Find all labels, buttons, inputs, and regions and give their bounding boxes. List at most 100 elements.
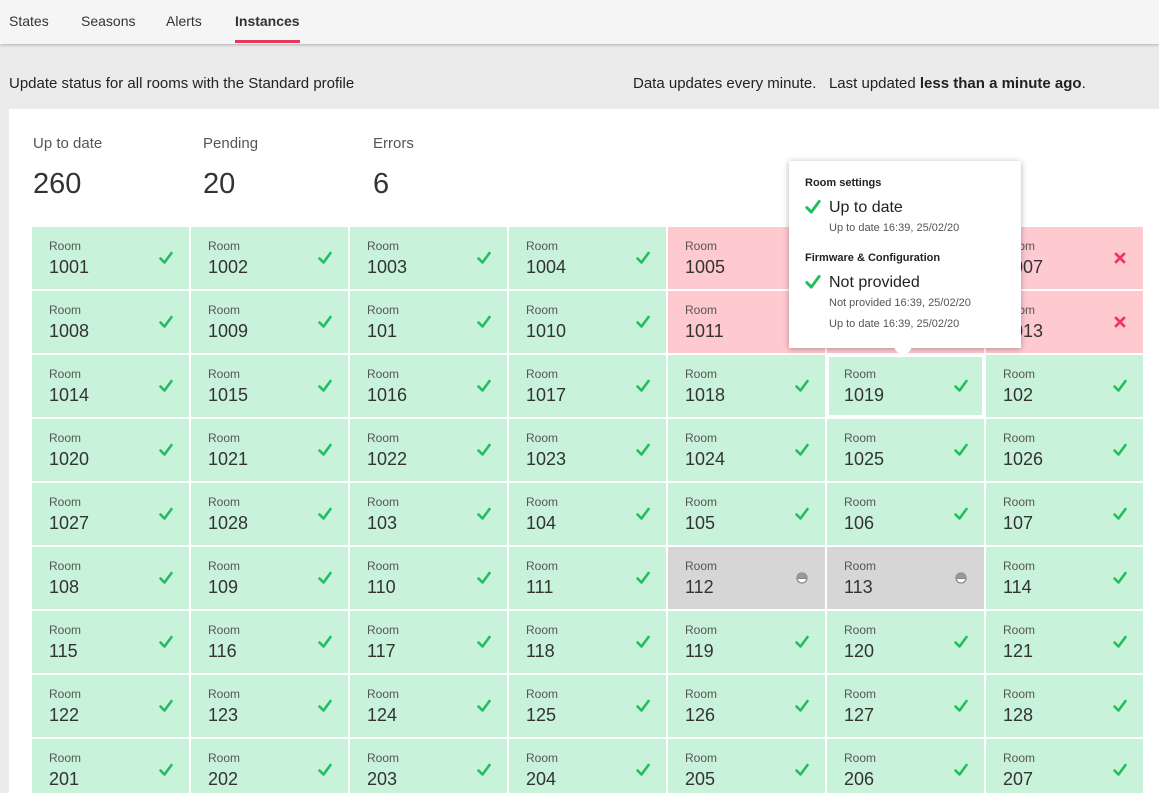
room-label: Room [685,495,718,509]
room-tile[interactable]: Room 126 [668,675,825,737]
room-label: Room [1003,623,1036,637]
ok-icon [636,635,650,648]
room-number: 1011 [685,321,724,341]
room-tile[interactable]: Room 103 [350,483,507,545]
room-tile[interactable]: Room 122 [32,675,189,737]
room-tile[interactable]: Room 123 [191,675,348,737]
tab[interactable]: Instances [235,13,300,29]
ok-icon [795,635,809,648]
room-tile[interactable]: Room 124 [350,675,507,737]
ok-icon [477,443,491,456]
room-tile[interactable]: Room 1008 [32,291,189,353]
room-tile[interactable]: Room 1015 [191,355,348,417]
room-tile[interactable]: Room 1002 [191,227,348,289]
room-tile[interactable]: Room 1025 [827,419,984,481]
ok-icon [318,315,332,328]
tab[interactable]: Seasons [81,13,136,29]
room-number: 201 [49,769,80,789]
room-tile[interactable]: Room 127 [827,675,984,737]
room-tile[interactable]: Room 110 [350,547,507,609]
room-label: Room [844,623,877,637]
room-label: Room [208,303,241,317]
ok-icon [1113,763,1127,776]
room-number: 1008 [49,321,90,341]
room-label: Room [1003,559,1036,573]
room-tile[interactable]: Room 202 [191,739,348,793]
room-tile[interactable]: Room 121 [986,611,1143,673]
room-tile[interactable]: Room 125 [509,675,666,737]
room-tile[interactable]: Room 1024 [668,419,825,481]
ok-icon [636,251,650,264]
room-tile[interactable]: Room 117 [350,611,507,673]
room-tile[interactable]: Room 1010 [509,291,666,353]
room-tile[interactable]: Room 109 [191,547,348,609]
room-label: Room [49,751,82,765]
room-number: 1026 [1003,449,1044,469]
last-updated-value: less than a minute ago [919,75,1082,92]
room-label: Room [49,303,82,317]
room-tile[interactable]: Room 1009 [191,291,348,353]
room-tile[interactable]: Room 1016 [350,355,507,417]
room-tile[interactable]: Room 1027 [32,483,189,545]
room-label: Room [844,751,877,765]
room-tile[interactable]: Room 104 [509,483,666,545]
room-number: 119 [685,641,714,661]
room-tile[interactable]: Room 113 [827,547,984,609]
room-tile[interactable]: Room 1017 [509,355,666,417]
room-tile[interactable]: Room 1001 [32,227,189,289]
room-number: 111 [526,577,554,597]
room-number: 116 [208,641,237,661]
ok-icon [477,507,491,520]
room-tile[interactable]: Room 116 [191,611,348,673]
ok-icon [477,699,491,712]
room-number: 118 [526,641,555,661]
room-tile[interactable]: Room 105 [668,483,825,545]
room-tile[interactable]: Room 106 [827,483,984,545]
tab[interactable]: States [9,13,49,29]
tooltip-status: Up to date [829,199,903,216]
room-tile[interactable]: Room 128 [986,675,1143,737]
ok-icon [159,315,173,328]
room-tile[interactable]: Room 107 [986,483,1143,545]
room-tile[interactable]: Room 118 [509,611,666,673]
room-tile[interactable]: Room 112 [668,547,825,609]
room-tile[interactable]: Room 1022 [350,419,507,481]
tab[interactable]: Alerts [166,13,202,29]
room-tile[interactable]: Room 1023 [509,419,666,481]
room-tile[interactable]: Room 1014 [32,355,189,417]
room-tile[interactable]: Room 204 [509,739,666,793]
room-tile[interactable]: Room 1026 [986,419,1143,481]
ok-icon [477,251,491,264]
room-number: 102 [1003,385,1034,405]
room-number: 128 [1003,705,1034,725]
room-tile[interactable]: Room 207 [986,739,1143,793]
room-tile[interactable]: Room 1018 [668,355,825,417]
room-tile[interactable]: Room 1021 [191,419,348,481]
room-label: Room [844,431,877,445]
room-tile[interactable]: Room 115 [32,611,189,673]
room-number: 103 [367,513,398,533]
room-tile[interactable]: Room 102 [986,355,1143,417]
room-tile[interactable]: Room 119 [668,611,825,673]
room-tile[interactable]: Room 111 [509,547,666,609]
room-tile[interactable]: Room 1019 [827,355,984,417]
room-tile[interactable]: Room 101 [350,291,507,353]
room-tile[interactable]: Room 1003 [350,227,507,289]
room-tile[interactable]: Room 1004 [509,227,666,289]
room-tile[interactable]: Room 108 [32,547,189,609]
room-tile[interactable]: Room 203 [350,739,507,793]
room-tile[interactable]: Room 114 [986,547,1143,609]
room-label: Room [526,495,559,509]
room-tile[interactable]: Room 1020 [32,419,189,481]
tab-bar: States Seasons Alerts Instances [0,0,1159,44]
stat-label: Errors [373,135,414,152]
room-number: 203 [367,769,398,789]
room-tile[interactable]: Room 205 [668,739,825,793]
room-tile[interactable]: Room 206 [827,739,984,793]
stat-value: 6 [373,168,390,200]
room-tile[interactable]: Room 1028 [191,483,348,545]
room-tile[interactable]: Room 201 [32,739,189,793]
room-number: 1002 [208,257,249,277]
last-updated-suffix: . [1081,75,1086,92]
room-tile[interactable]: Room 120 [827,611,984,673]
